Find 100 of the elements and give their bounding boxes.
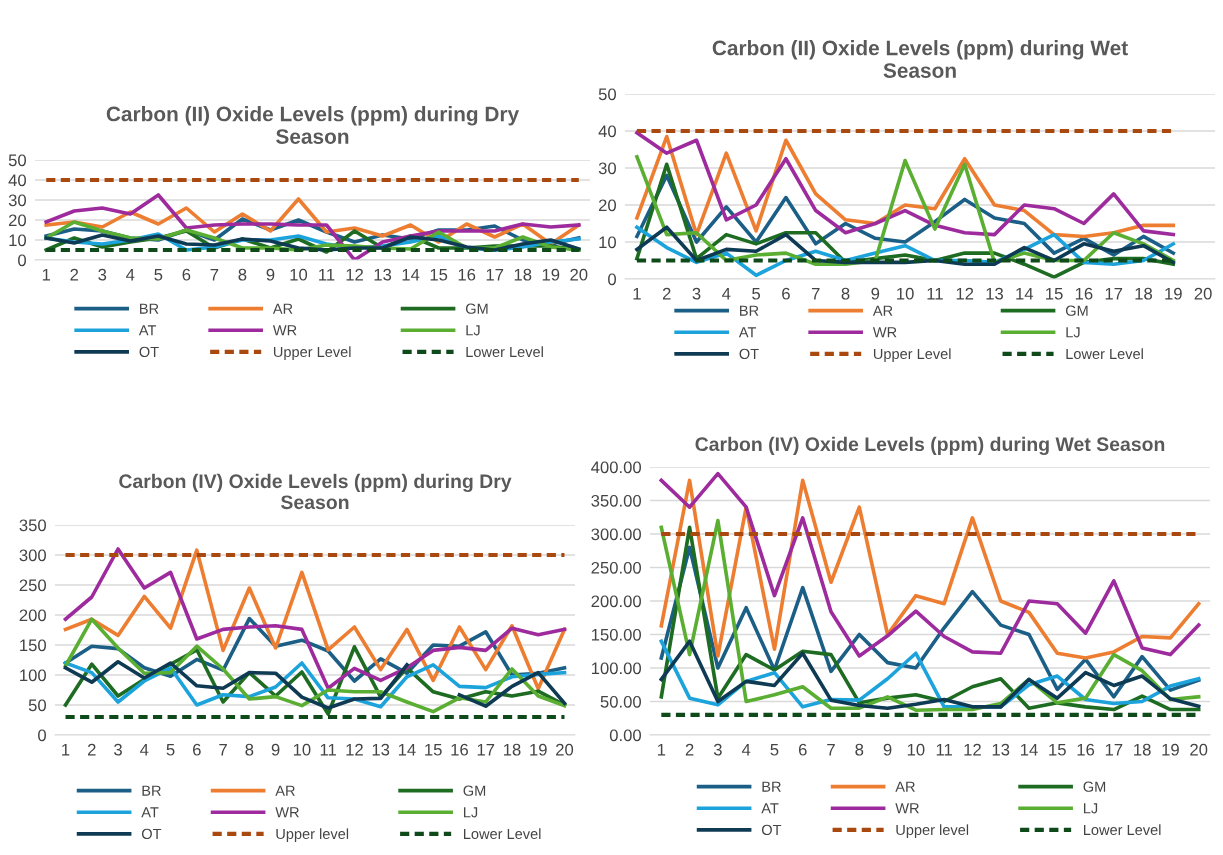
x-tick-label: 5 xyxy=(154,268,163,281)
x-tick-label: 12 xyxy=(964,743,981,756)
x-tick-label: 15 xyxy=(425,743,442,756)
x-tick-label: 5 xyxy=(166,743,175,756)
x-tick-label: 18 xyxy=(1135,287,1153,300)
x-tick-label: 14 xyxy=(398,743,416,756)
x-tick-label: 16 xyxy=(451,743,468,756)
y-tick-label: 350.00 xyxy=(591,494,642,507)
x-tick-label: 6 xyxy=(782,287,790,300)
x-tick-label: 14 xyxy=(402,268,420,281)
legend-label: AT xyxy=(138,325,157,336)
y-tick-label: 0 xyxy=(38,729,47,742)
y-tick-label: 250.00 xyxy=(591,561,642,574)
x-tick-label: 7 xyxy=(219,743,227,756)
x-tick-label: 11 xyxy=(927,287,943,300)
x-tick-label: 4 xyxy=(722,287,731,300)
legend-label: AR xyxy=(272,303,293,314)
line-series xyxy=(44,193,581,260)
legend-label: AR xyxy=(895,781,915,792)
x-tick-label: 3 xyxy=(713,743,722,756)
y-tick-label: 200.00 xyxy=(591,595,642,608)
x-tick-label: 6 xyxy=(193,743,201,756)
x-tick-label: 12 xyxy=(346,268,363,281)
legend-label: LJ xyxy=(1084,803,1098,814)
x-tick-label: 19 xyxy=(1165,287,1182,300)
legend-label: Lower Level xyxy=(466,346,543,358)
y-tick-label: 50 xyxy=(28,699,47,712)
x-tick-label: 2 xyxy=(685,743,694,756)
x-tick-label: 20 xyxy=(570,268,588,281)
y-tick-label: 350 xyxy=(19,519,47,532)
legend-label: Upper Level xyxy=(873,348,951,362)
y-tick-label: 40 xyxy=(598,125,617,138)
y-tick-label: 100 xyxy=(20,669,47,682)
x-tick-label: 7 xyxy=(210,268,219,281)
x-tick-label: 9 xyxy=(871,287,880,300)
x-tick-label: 20 xyxy=(556,743,574,756)
x-tick-label: 18 xyxy=(514,268,532,281)
x-tick-label: 20 xyxy=(1190,743,1208,756)
x-tick-label: 13 xyxy=(374,268,392,281)
x-tick-label: 2 xyxy=(70,268,79,281)
x-tick-label: 12 xyxy=(346,743,363,756)
x-tick-label: 17 xyxy=(1105,743,1123,756)
legend-label: Lower Level xyxy=(464,828,541,840)
x-tick-label: 6 xyxy=(182,268,191,281)
y-tick-label: 150 xyxy=(20,639,47,652)
legend-label: OT xyxy=(739,348,759,360)
legend-label: WR xyxy=(275,807,299,818)
x-tick-label: 3 xyxy=(114,743,122,756)
x-tick-label: 9 xyxy=(266,268,275,281)
x-tick-label: 18 xyxy=(503,743,521,756)
y-tick-label: 0.00 xyxy=(609,729,642,742)
legend-label: GM xyxy=(465,303,488,314)
legend-label: AT xyxy=(761,803,779,814)
x-tick-label: 8 xyxy=(238,268,247,281)
y-tick-label: 150.00 xyxy=(591,628,642,641)
x-tick-label: 16 xyxy=(1075,287,1093,300)
x-tick-label: 12 xyxy=(956,287,974,300)
x-tick-label: 13 xyxy=(992,743,1010,756)
legend-label: WR xyxy=(272,325,297,336)
x-tick-label: 10 xyxy=(290,268,308,281)
legend-label: Upper level xyxy=(276,828,349,842)
x-tick-label: 18 xyxy=(1134,743,1151,756)
x-tick-label: 11 xyxy=(320,743,336,756)
y-tick-label: 30 xyxy=(598,162,617,175)
legend-label: BR xyxy=(142,785,161,796)
x-tick-label: 4 xyxy=(126,268,135,281)
x-tick-label: 13 xyxy=(986,287,1004,300)
x-tick-label: 1 xyxy=(633,287,641,300)
legend-label: OT xyxy=(139,346,159,358)
x-tick-label: 2 xyxy=(87,743,96,756)
x-tick-label: 6 xyxy=(798,743,807,756)
x-tick-label: 17 xyxy=(1105,287,1123,300)
y-tick-label: 20 xyxy=(8,214,27,227)
x-tick-label: 2 xyxy=(662,287,671,300)
y-tick-label: 10 xyxy=(599,236,617,249)
y-tick-label: 0 xyxy=(608,273,617,286)
x-tick-label: 15 xyxy=(1049,743,1066,756)
x-tick-label: 1 xyxy=(62,743,70,756)
x-tick-label: 16 xyxy=(1077,743,1095,756)
x-tick-label: 14 xyxy=(1020,743,1038,756)
y-tick-label: 250 xyxy=(19,579,47,592)
legend-label: LJ xyxy=(466,325,480,336)
x-tick-label: 5 xyxy=(752,287,761,300)
x-tick-label: 19 xyxy=(530,743,547,756)
chart-title: Carbon (II) Oxide Levels (ppm) during Dry Season xyxy=(106,106,520,144)
x-tick-label: 3 xyxy=(98,268,107,281)
legend-label: Upper Level xyxy=(273,346,351,360)
x-tick-label: 10 xyxy=(907,743,925,756)
y-tick-label: 50 xyxy=(8,154,27,167)
x-tick-label: 1 xyxy=(657,743,666,756)
x-tick-label: 16 xyxy=(458,268,476,281)
y-tick-label: 0 xyxy=(18,254,27,267)
x-tick-label: 19 xyxy=(542,268,560,281)
x-tick-label: 15 xyxy=(1046,287,1063,300)
x-tick-label: 11 xyxy=(936,743,952,756)
legend-label: AT xyxy=(141,807,159,818)
legend-label: WR xyxy=(872,327,897,338)
legend-label: Lower Level xyxy=(1084,824,1161,836)
legend-label: AR xyxy=(275,785,295,796)
x-tick-label: 9 xyxy=(883,743,892,756)
